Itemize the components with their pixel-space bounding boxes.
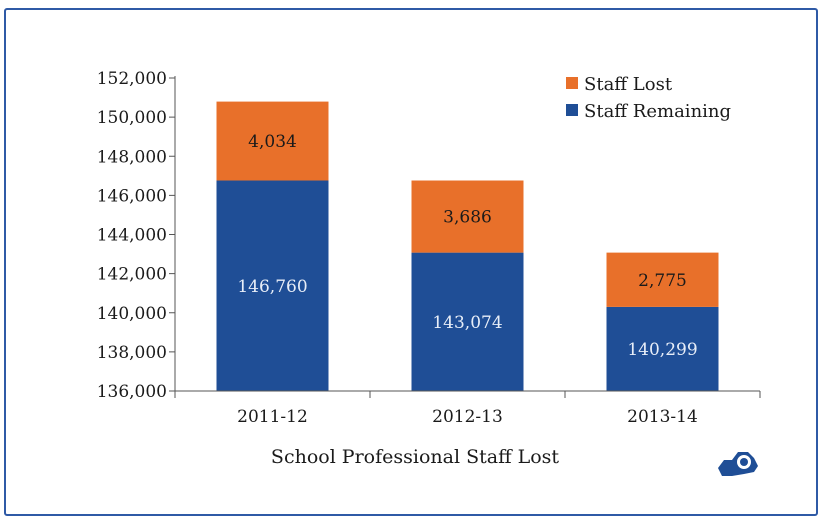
y-tick-label: 148,000 <box>97 147 167 167</box>
data-label-staff-remaining: 146,760 <box>237 277 307 297</box>
y-tick-label: 144,000 <box>97 226 167 246</box>
data-label-staff-lost: 2,775 <box>638 271 687 291</box>
legend-label-staff-remaining: Staff Remaining <box>584 101 731 122</box>
data-label-staff-remaining: 140,299 <box>627 340 697 360</box>
legend-label-staff-lost: Staff Lost <box>584 74 673 95</box>
y-tick-label: 152,000 <box>97 69 167 89</box>
new-york-state-seal-icon <box>718 452 758 476</box>
x-axis: 2011-12 2012-13 2013-14 <box>174 390 761 427</box>
y-tick-label: 150,000 <box>97 108 167 128</box>
bar-staff-remaining-2012-13 <box>411 252 524 391</box>
bars: 146,760 4,034 143,074 3,686 140,299 2,775 <box>216 101 719 391</box>
bar-staff-lost-2012-13 <box>411 180 524 253</box>
y-tick-label: 138,000 <box>97 343 167 363</box>
y-tick-label: 136,000 <box>97 382 167 402</box>
legend-swatch-staff-remaining <box>566 104 578 116</box>
x-tick-label: 2013-14 <box>627 407 698 427</box>
y-tick-label: 140,000 <box>97 304 167 324</box>
y-tick-label: 146,000 <box>97 186 167 206</box>
legend: Staff Lost Staff Remaining <box>566 74 731 122</box>
bar-staff-lost-2013-14 <box>606 252 719 307</box>
x-tick-label: 2012-13 <box>432 407 503 427</box>
bar-staff-remaining-2011-12 <box>216 180 329 391</box>
data-label-staff-lost: 4,034 <box>248 132 297 152</box>
data-label-staff-lost: 3,686 <box>443 208 492 228</box>
y-tick-label: 142,000 <box>97 265 167 285</box>
bar-staff-lost-2011-12 <box>216 101 329 181</box>
bar-staff-remaining-2013-14 <box>606 306 719 391</box>
legend-swatch-staff-lost <box>566 77 578 89</box>
x-axis-title: School Professional Staff Lost <box>271 446 559 468</box>
x-tick-label: 2011-12 <box>237 407 308 427</box>
y-axis: 136,000 138,000 140,000 142,000 144,000 146,0… <box>97 69 176 402</box>
data-label-staff-remaining: 143,074 <box>432 313 502 333</box>
